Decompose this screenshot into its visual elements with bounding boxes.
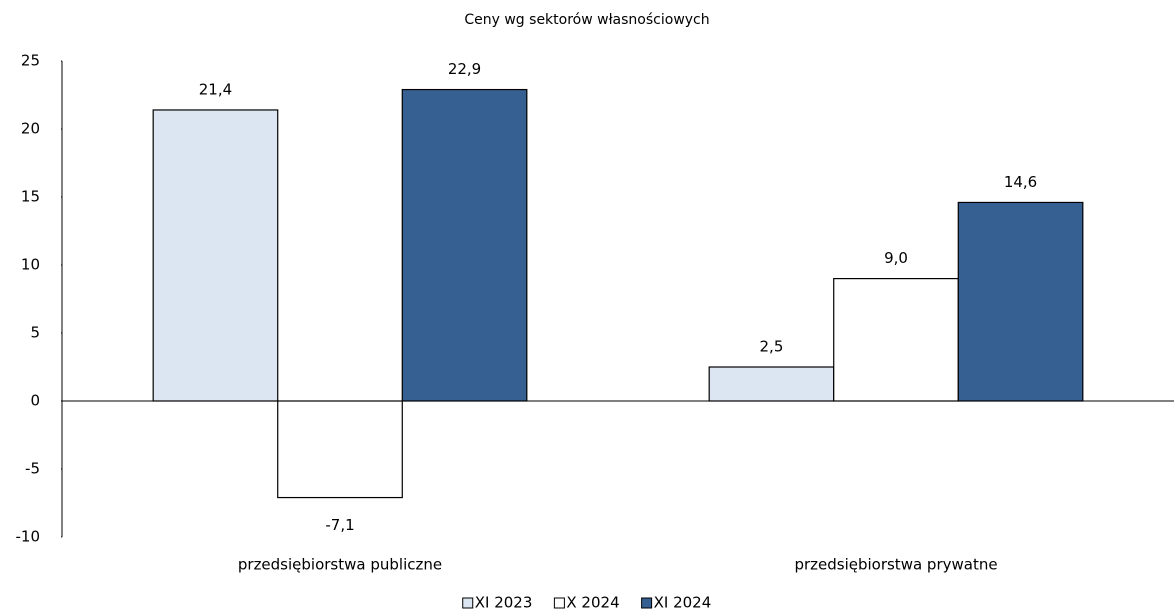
legend-swatch: [641, 597, 653, 609]
bar: [708, 366, 835, 402]
legend-label: XI 2023: [475, 594, 533, 612]
y-tick-label: -10: [16, 528, 41, 546]
bar: [401, 88, 528, 402]
bar: [957, 201, 1084, 402]
data-label: 21,4: [199, 80, 232, 98]
bar: [833, 278, 959, 402]
legend-label: X 2024: [566, 594, 619, 612]
data-label: 22,9: [448, 60, 481, 78]
data-label: 9,0: [884, 249, 908, 267]
legend-label: XI 2024: [654, 594, 712, 612]
y-tick-label: 5: [30, 324, 40, 342]
data-label: 2,5: [760, 338, 784, 356]
y-tick-label: 15: [21, 188, 40, 206]
data-label: -7,1: [325, 516, 354, 534]
legend-swatch: [462, 597, 474, 609]
x-tick-label: przedsiębiorstwa publiczne: [238, 556, 442, 574]
y-tick-label: 0: [30, 392, 40, 410]
chart-title: Ceny wg sektorów własnościowych: [464, 12, 709, 28]
data-label: 14,6: [1004, 173, 1037, 191]
y-tick-label: 20: [21, 120, 40, 138]
y-tick-label: 25: [21, 52, 40, 70]
legend-swatch: [553, 597, 565, 609]
y-tick-label: -5: [25, 460, 40, 478]
bar: [277, 400, 403, 499]
x-tick-label: przedsiębiorstwa prywatne: [794, 556, 997, 574]
y-tick-label: 10: [21, 256, 40, 274]
bar: [152, 109, 279, 402]
